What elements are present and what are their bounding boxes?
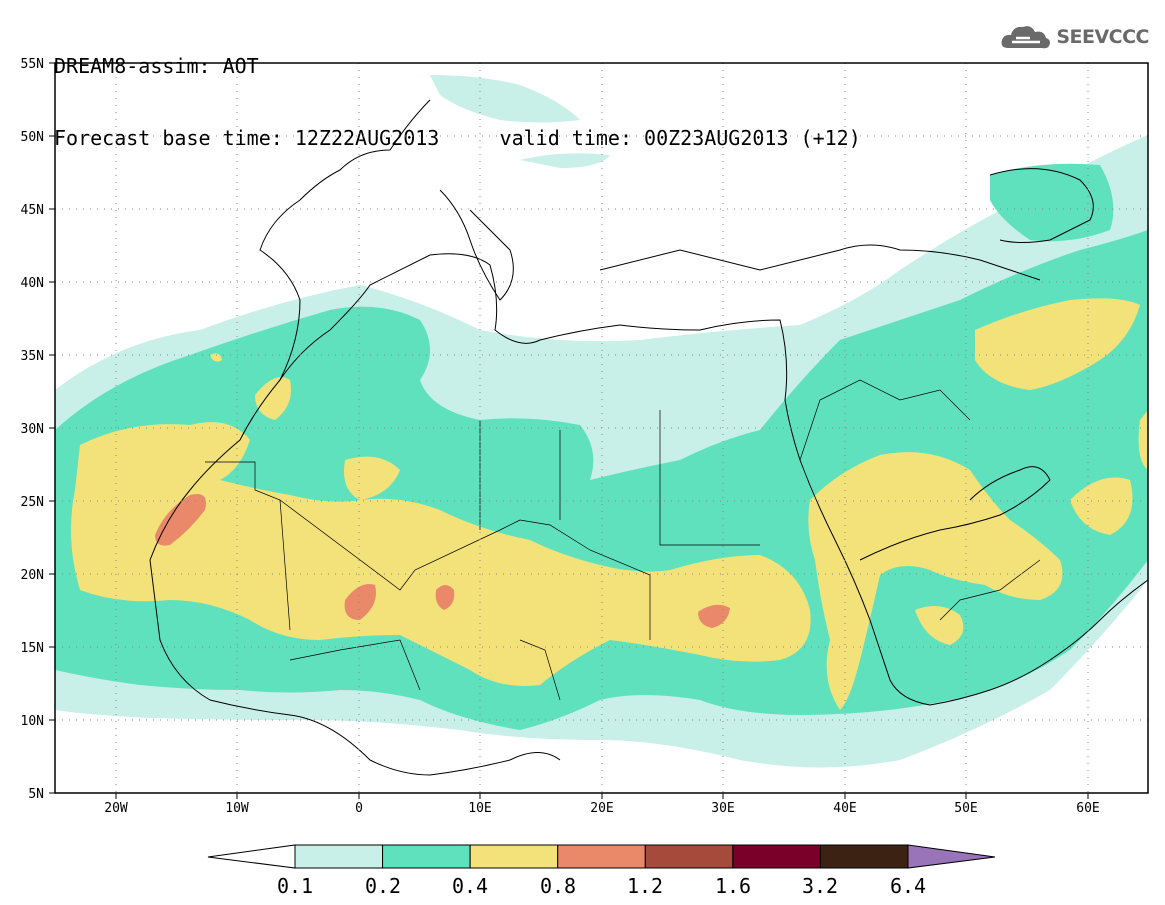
colorbar-label: 0.1 [277, 874, 313, 898]
colorbar-frame [294, 844, 909, 869]
lat-label: 20N [21, 568, 44, 583]
lon-label: 50E [954, 801, 977, 816]
colorbar-swatch [294, 844, 384, 869]
time-line: Forecast base time: 12Z22AUG2013 valid t… [54, 126, 861, 150]
lon-label: 10E [468, 801, 491, 816]
coastlines [149, 99, 1148, 776]
country-borders [205, 379, 1041, 701]
colorbar-swatch [382, 844, 471, 869]
lat-label: 25N [21, 495, 44, 510]
colorbar-label: 1.6 [715, 874, 751, 898]
colorbar-swatch [557, 844, 646, 869]
title-block: DREAM8-assim: AOT Forecast base time: 12… [54, 6, 861, 174]
lat-label: 45N [21, 203, 44, 218]
aot-band-0.8 [155, 494, 730, 628]
colorbar-swatch [644, 844, 734, 869]
colorbar-label: 6.4 [890, 874, 926, 898]
colorbar-label: 0.8 [540, 874, 576, 898]
lon-label: 20W [104, 801, 128, 816]
lat-label: 35N [21, 349, 44, 364]
lat-label: 40N [21, 276, 44, 291]
colorbar-label: 0.4 [452, 874, 488, 898]
lon-label: 30E [711, 801, 734, 816]
lat-label: 55N [21, 57, 44, 72]
lat-label: 30N [21, 422, 44, 437]
aot-field [55, 75, 1148, 768]
lon-label: 10W [225, 801, 249, 816]
lon-label: 0 [355, 801, 363, 816]
colorbar-swatch [819, 844, 909, 869]
colorbar-swatch [469, 844, 559, 869]
gridlines [55, 63, 1148, 793]
colorbar-label: 1.2 [627, 874, 663, 898]
colorbar-label: 0.2 [365, 874, 401, 898]
lat-label: 15N [21, 641, 44, 656]
lat-label: 10N [21, 714, 44, 729]
colorbar-swatch [732, 844, 821, 869]
colorbar-high-extend [907, 844, 996, 869]
forecast-base-time: Forecast base time: 12Z22AUG2013 [54, 126, 440, 150]
cloud-icon [1001, 26, 1051, 49]
aot-band-0.4 [71, 298, 1148, 710]
colorbar-low-extend [207, 844, 296, 869]
lon-label: 20E [590, 801, 613, 816]
logo-text: SEEVCCC [1056, 26, 1149, 48]
colorbar: 0.1 0.2 0.4 0.8 1.2 1.6 3.2 6.4 [207, 844, 996, 898]
lat-label: 5N [28, 787, 44, 802]
lon-label: 40E [833, 801, 856, 816]
colorbar-label: 3.2 [802, 874, 838, 898]
lat-label: 50N [21, 130, 44, 145]
map-title: DREAM8-assim: AOT [54, 54, 259, 78]
seevccc-logo: SEEVCCC [1000, 22, 1149, 52]
lat-axis: 55N 50N 45N 40N 35N 30N 25N 20N 15N 10N … [21, 57, 55, 802]
colorbar-swatches [294, 844, 996, 869]
lon-label: 60E [1076, 801, 1099, 816]
valid-time: valid time: 00Z23AUG2013 (+12) [499, 126, 861, 150]
lon-axis: 20W 10W 0 10E 20E 30E 40E 50E 60E [104, 793, 1100, 816]
